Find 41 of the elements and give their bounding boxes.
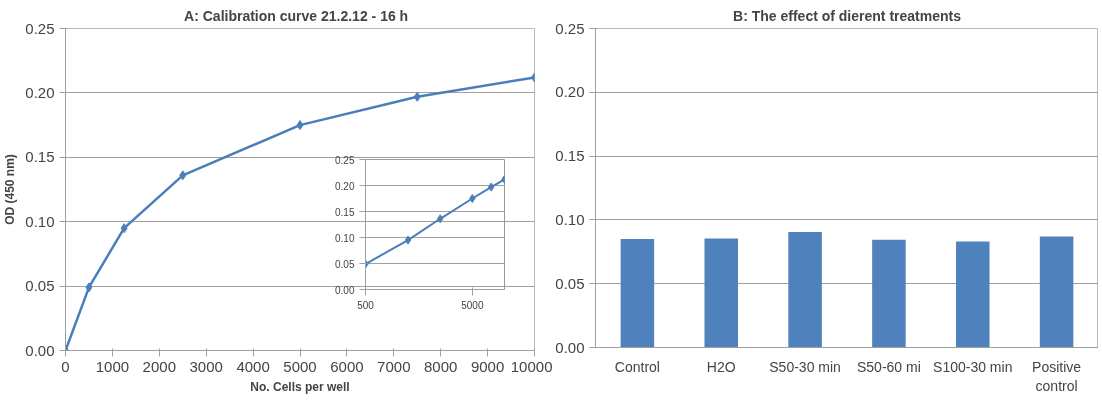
y-tick-label: 0.25	[555, 19, 585, 37]
chart-title: B: The effect of dierent treatments	[733, 7, 962, 24]
y-tick-label: 0.10	[25, 212, 55, 230]
y-tick-label: 0.00	[25, 341, 55, 359]
x-axis-title: No. Cells per well	[250, 379, 350, 394]
x-tick-label: 8000	[424, 357, 458, 375]
x-tick-label: H2O	[706, 358, 736, 375]
y-tick-label: 0.15	[555, 147, 585, 165]
x-tick-label: S100-30 min	[933, 358, 1013, 375]
y-tick-label: 0.20	[555, 83, 585, 101]
y-tick-label: 0.05	[555, 274, 585, 292]
y-axis-title: OD (450 nm)	[3, 154, 18, 225]
y-tick-label: 0.05	[335, 258, 355, 270]
x-tick-label: Positive control	[1032, 358, 1082, 394]
x-tick-label: 4000	[236, 357, 270, 375]
y-tick-label: 0.10	[555, 210, 585, 228]
y-tick-label: 0.00	[555, 338, 585, 356]
y-tick-label: 0.10	[335, 232, 355, 244]
y-tick-label: 0.05	[25, 277, 55, 295]
x-tick-label: 5000	[283, 357, 317, 375]
y-tick-label: 0.00	[335, 284, 355, 296]
x-tick-label: S50-30 min	[769, 358, 841, 375]
chart-title: A: Calibration curve 21.2.12 - 16 h	[184, 7, 409, 24]
y-tick-label: 0.25	[25, 19, 55, 37]
y-tick-label: 0.20	[25, 83, 55, 101]
y-tick-label: 0.25	[335, 154, 355, 166]
y-tick-label: 0.20	[335, 180, 355, 192]
x-tick-label: 6000	[330, 357, 364, 375]
x-tick-label: 500	[357, 299, 375, 311]
x-tick-label: 10000	[510, 357, 553, 375]
x-tick-label: 9000	[470, 357, 505, 375]
x-tick-label: 2000	[142, 357, 176, 375]
x-tick-label: Control	[614, 358, 660, 375]
x-tick-label: 5000	[461, 299, 484, 311]
x-tick-label: 1000	[95, 357, 130, 375]
x-tick-label: 3000	[189, 357, 223, 375]
x-tick-label: S50-60 mi	[857, 358, 921, 375]
y-tick-label: 0.15	[335, 206, 355, 218]
x-tick-label: 0	[61, 357, 70, 375]
y-tick-label: 0.15	[25, 148, 55, 166]
x-tick-label: 7000	[377, 357, 411, 375]
